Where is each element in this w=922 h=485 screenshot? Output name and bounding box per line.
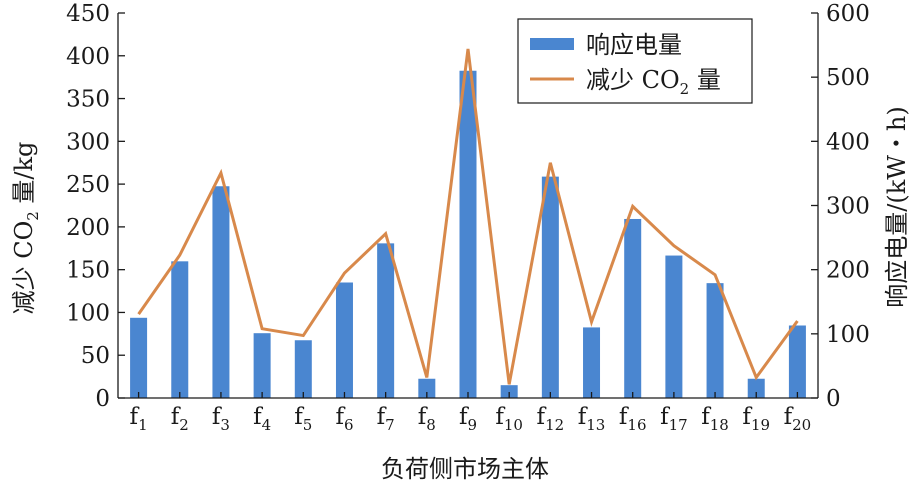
y-axis-title-left: 减少 CO2 量/kg	[10, 142, 42, 315]
bar	[459, 70, 477, 398]
right-tick-label: 200	[826, 258, 870, 284]
bar	[747, 378, 765, 398]
right-tick-label: 100	[826, 322, 870, 348]
category-label: f19	[742, 404, 770, 434]
category-label: f3	[212, 404, 230, 434]
bar	[706, 283, 724, 398]
category-label: f4	[253, 404, 271, 434]
category-label: f6	[335, 404, 353, 434]
category-label: f18	[701, 404, 729, 434]
category-label: f9	[459, 404, 477, 434]
bar	[130, 317, 148, 398]
left-tick-label: 250	[66, 172, 110, 198]
category-label: f2	[171, 404, 189, 434]
category-label: f16	[619, 404, 647, 434]
category-label: f1	[130, 404, 148, 434]
line-series	[137, 48, 799, 385]
category-label: f5	[294, 404, 312, 434]
series-line	[137, 48, 799, 385]
bar	[788, 325, 806, 398]
bar	[418, 378, 436, 398]
legend: 响应电量 减少 CO2 量	[517, 18, 753, 104]
left-tick-label: 0	[95, 386, 110, 412]
legend-line-label: 减少 CO2 量	[586, 66, 721, 98]
left-tick-label: 50	[81, 343, 110, 369]
bar	[335, 282, 353, 398]
bar	[541, 176, 559, 398]
y-axis-title-right: 响应电量/(kW・h)	[883, 106, 911, 307]
category-label: f17	[660, 404, 688, 434]
bar	[583, 327, 601, 398]
bar	[253, 333, 271, 398]
bar-series	[130, 70, 806, 398]
left-tick-label: 150	[66, 258, 110, 284]
category-label: f13	[578, 404, 606, 434]
x-axis-title: 负荷侧市场主体	[381, 455, 549, 483]
bar	[171, 261, 189, 398]
left-tick-label: 100	[66, 300, 110, 326]
bar	[377, 243, 395, 398]
category-label: f12	[537, 404, 565, 434]
left-tick-label: 400	[66, 44, 110, 70]
category-label: f8	[418, 404, 436, 434]
legend-box	[517, 18, 753, 104]
right-tick-label: 300	[826, 194, 870, 220]
right-tick-label: 400	[826, 129, 870, 155]
left-tick-label: 300	[66, 129, 110, 155]
legend-bar-swatch	[530, 38, 574, 50]
left-tick-label: 450	[66, 1, 110, 27]
right-tick-label: 500	[826, 65, 870, 91]
legend-bar-label: 响应电量	[586, 31, 682, 59]
category-labels: f1 f2 f3 f4 f5 f6 f7 f8 f9 f10 f12 f13 f16 f17 f18 f19 f…	[130, 404, 812, 434]
bar	[624, 218, 642, 398]
bar	[212, 186, 230, 398]
bar	[665, 255, 683, 398]
left-tick-label: 200	[66, 215, 110, 241]
category-label: f10	[495, 404, 523, 434]
left-tick-label: 350	[66, 87, 110, 113]
axes: 0 50 100 150 200 250 300 350 400 450 0 100 200 300 400…	[66, 1, 870, 412]
bar	[294, 340, 312, 398]
bar	[500, 385, 518, 398]
right-tick-label: 0	[826, 386, 841, 412]
right-tick-label: 600	[826, 1, 870, 27]
category-label: f20	[784, 404, 812, 434]
category-label: f7	[377, 404, 395, 434]
